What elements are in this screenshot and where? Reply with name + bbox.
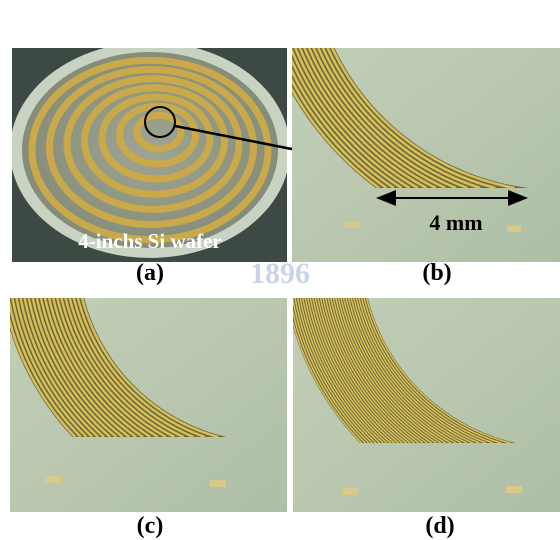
panel-label: (c) [137,513,164,539]
panel-b-photo [251,0,560,262]
panel-label: (a) [136,260,164,286]
alignment-mark [507,226,521,232]
alignment-mark [342,488,358,495]
panel-label: (b) [422,260,451,286]
wafer-label: 4-inchs Si wafer [78,229,222,253]
scale-label: 4 mm [429,210,482,235]
panel-label: (d) [425,513,454,539]
alignment-mark [506,486,522,493]
alignment-mark [45,476,61,483]
alignment-mark [345,222,359,228]
figure: 1896 4-inchs Si wafer 4 mm (a) (b) (c) (… [0,0,560,540]
alignment-mark [210,480,226,487]
